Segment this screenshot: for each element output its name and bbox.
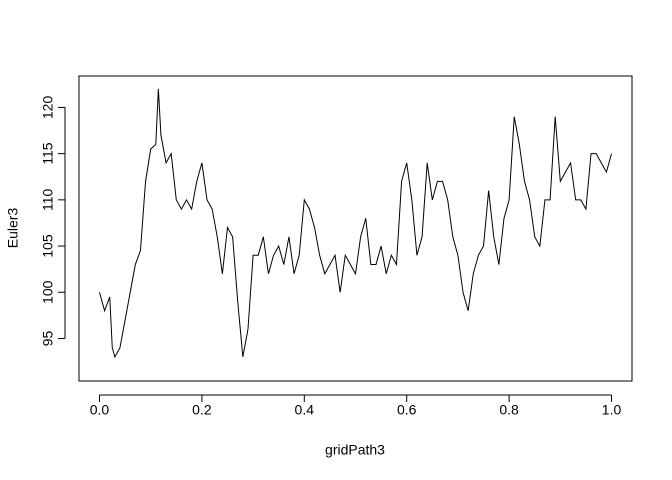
x-tick-label: 0.6	[397, 402, 417, 418]
y-tick-label: 95	[40, 330, 56, 346]
x-tick-label: 0.0	[90, 402, 110, 418]
y-tick-label: 120	[40, 96, 56, 120]
y-tick-label: 115	[40, 142, 56, 165]
y-tick-label: 100	[40, 280, 56, 304]
y-tick-label: 105	[40, 234, 56, 258]
x-tick-label: 0.4	[295, 402, 315, 418]
x-tick-label: 0.2	[192, 402, 212, 418]
x-axis-label: gridPath3	[325, 442, 385, 458]
plot-box	[78, 75, 633, 382]
data-line	[98, 88, 613, 359]
x-tick-label: 0.8	[499, 402, 519, 418]
x-tick-label: 1.0	[602, 402, 622, 418]
y-axis-label: Euler3	[5, 208, 21, 249]
y-tick-label: 110	[40, 188, 56, 211]
